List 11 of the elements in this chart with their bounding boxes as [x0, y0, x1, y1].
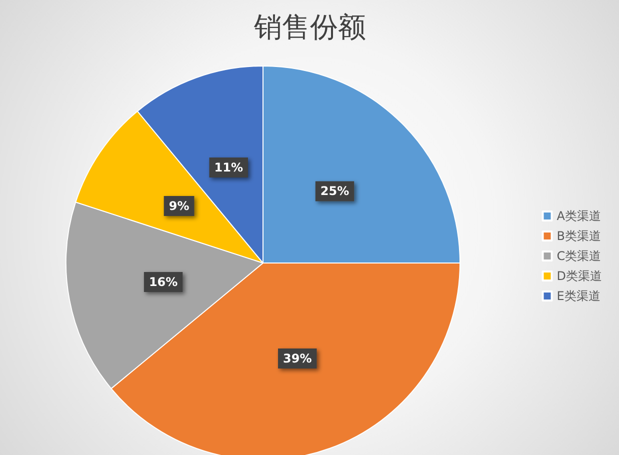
- legend-label: B类渠道: [556, 229, 601, 243]
- data-label: 39%: [283, 352, 312, 366]
- data-label: 16%: [148, 275, 178, 290]
- legend-label: C类渠道: [556, 249, 602, 263]
- chart-title: 销售份额: [253, 10, 366, 44]
- data-label: 9%: [168, 198, 190, 213]
- legend-label: E类渠道: [556, 289, 600, 303]
- data-label: 25%: [320, 184, 350, 198]
- legend-label: D类渠道: [556, 269, 602, 283]
- legend-label: A类渠道: [556, 209, 601, 223]
- data-label: 11%: [214, 160, 243, 174]
